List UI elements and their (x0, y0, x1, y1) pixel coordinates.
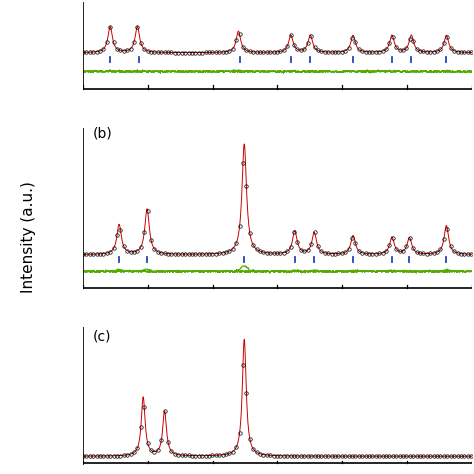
Text: (c): (c) (92, 329, 111, 343)
Text: Intensity (a.u.): Intensity (a.u.) (21, 181, 36, 293)
Text: (b): (b) (92, 127, 112, 141)
